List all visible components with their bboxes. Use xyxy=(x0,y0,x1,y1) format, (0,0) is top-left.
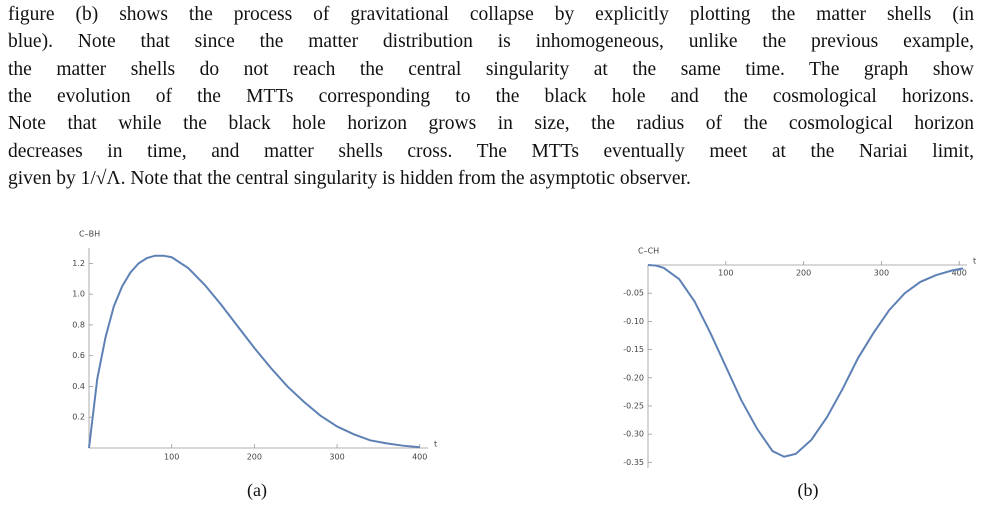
text-line: decreases in time, and matter shells cro… xyxy=(8,140,974,162)
x-tick-label: 400 xyxy=(952,269,967,278)
data-line xyxy=(88,254,420,449)
text-line: figure (b) shows the process of gravitat… xyxy=(8,4,974,25)
x-tick-label: 300 xyxy=(329,453,344,462)
y-tick-label: 0.8 xyxy=(72,320,85,329)
text-line: the evolution of the MTTs corresponding … xyxy=(8,85,974,107)
data-line xyxy=(647,264,964,458)
text-line: the matter shells do not reach the centr… xyxy=(8,58,974,80)
x-tick-label: 300 xyxy=(874,269,889,278)
y-tick-label: 0.4 xyxy=(72,382,85,391)
y-tick-label: -0.10 xyxy=(623,317,644,326)
y-tick-label: -0.25 xyxy=(623,401,644,410)
y-tick-label: -0.30 xyxy=(623,430,644,439)
text-line: given by 1/√Λ. Note that the central sin… xyxy=(8,167,691,189)
y-tick-label: -0.05 xyxy=(623,289,644,298)
caption: (a) xyxy=(247,480,267,501)
y-tick-label: 0.2 xyxy=(72,413,85,422)
y-tick-label: -0.15 xyxy=(623,345,644,354)
y-axis-label: C–CH xyxy=(638,247,659,256)
x-tick-label: 100 xyxy=(718,269,733,278)
y-tick-label: 1.0 xyxy=(72,290,85,299)
x-tick-label: 200 xyxy=(247,453,262,462)
text-line: Note that while the black hole horizon g… xyxy=(8,113,974,135)
y-tick-label: -0.20 xyxy=(623,373,644,382)
x-axis-label: t xyxy=(434,440,437,449)
y-tick-label: 0.6 xyxy=(72,351,85,360)
x-tick-label: 200 xyxy=(796,269,811,278)
x-tick-label: 400 xyxy=(412,453,427,462)
y-axis-label: C–BH xyxy=(79,230,100,239)
y-tick-label: 1.2 xyxy=(72,259,85,268)
x-tick-label: 100 xyxy=(164,453,179,462)
caption: (b) xyxy=(798,480,819,501)
x-axis-label: t xyxy=(973,257,976,266)
text-line: blue). Note that since the matter distri… xyxy=(8,31,974,53)
y-tick-label: -0.35 xyxy=(623,458,644,467)
